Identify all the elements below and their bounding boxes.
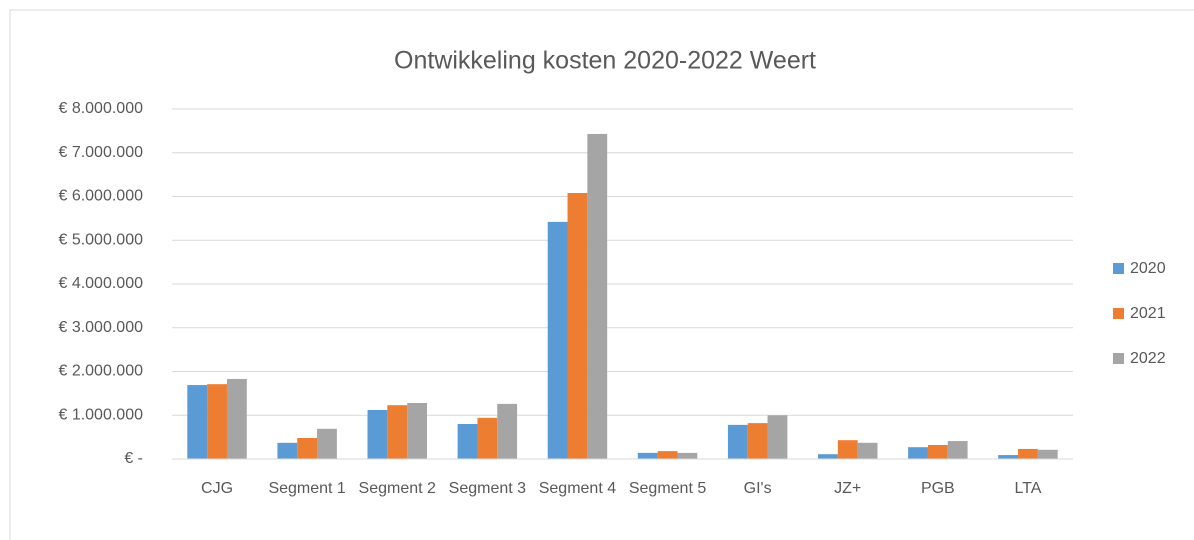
bar — [727, 424, 748, 459]
x-tick-label: JZ+ — [834, 480, 862, 497]
bar — [587, 133, 608, 459]
x-tick-label: Segment 1 — [268, 480, 346, 497]
legend-label: 2020 — [1130, 260, 1166, 277]
y-tick-label: € 6.000.000 — [58, 188, 143, 205]
x-tick-label: Segment 2 — [358, 480, 436, 497]
y-tick-label: € 8.000.000 — [58, 100, 143, 117]
bar — [677, 452, 698, 459]
x-tick-label: Segment 5 — [628, 480, 707, 497]
bar — [277, 442, 298, 459]
x-tick-label: Segment 3 — [448, 480, 527, 497]
y-tick-label: € 7.000.000 — [58, 144, 143, 161]
y-tick-label: € 5.000.000 — [58, 231, 143, 248]
legend-swatch — [1113, 308, 1124, 319]
bar — [1037, 449, 1058, 459]
y-tick-label: € 1.000.000 — [58, 406, 143, 423]
bar — [297, 438, 318, 459]
bar — [747, 423, 768, 459]
bar — [818, 454, 838, 459]
bar — [317, 428, 337, 459]
bar — [226, 378, 247, 459]
bar — [387, 405, 408, 459]
bar — [497, 403, 518, 459]
bar — [1018, 448, 1038, 459]
bar — [407, 403, 427, 459]
bar — [477, 417, 498, 459]
bar — [367, 410, 388, 459]
bar — [947, 441, 968, 459]
legend-label: 2021 — [1130, 305, 1166, 322]
x-tick-label: Segment 4 — [538, 480, 617, 497]
y-tick-label: € - — [124, 450, 143, 467]
x-tick-label: CJG — [201, 480, 234, 497]
bar — [457, 424, 478, 459]
bar — [927, 445, 948, 459]
bar — [567, 193, 588, 459]
bar — [837, 440, 858, 459]
chart-title: Ontwikkeling kosten 2020-2022 Weert — [394, 47, 816, 75]
y-tick-label: € 4.000.000 — [58, 275, 143, 292]
bar — [998, 455, 1019, 459]
bar — [637, 452, 658, 459]
x-tick-label: PGB — [920, 480, 955, 497]
x-tick-label: LTA — [1014, 480, 1042, 497]
x-tick-label: GI's — [743, 480, 772, 497]
y-tick-label: € 3.000.000 — [58, 319, 143, 336]
bar — [187, 385, 208, 459]
legend-swatch — [1113, 353, 1124, 364]
bar — [767, 415, 788, 459]
bar — [547, 221, 568, 459]
bar — [207, 384, 227, 459]
bar — [857, 442, 878, 459]
bar — [657, 451, 678, 459]
legend-label: 2022 — [1130, 350, 1166, 367]
bar — [908, 447, 928, 459]
y-tick-label: € 2.000.000 — [58, 363, 143, 380]
legend-swatch — [1113, 263, 1124, 274]
